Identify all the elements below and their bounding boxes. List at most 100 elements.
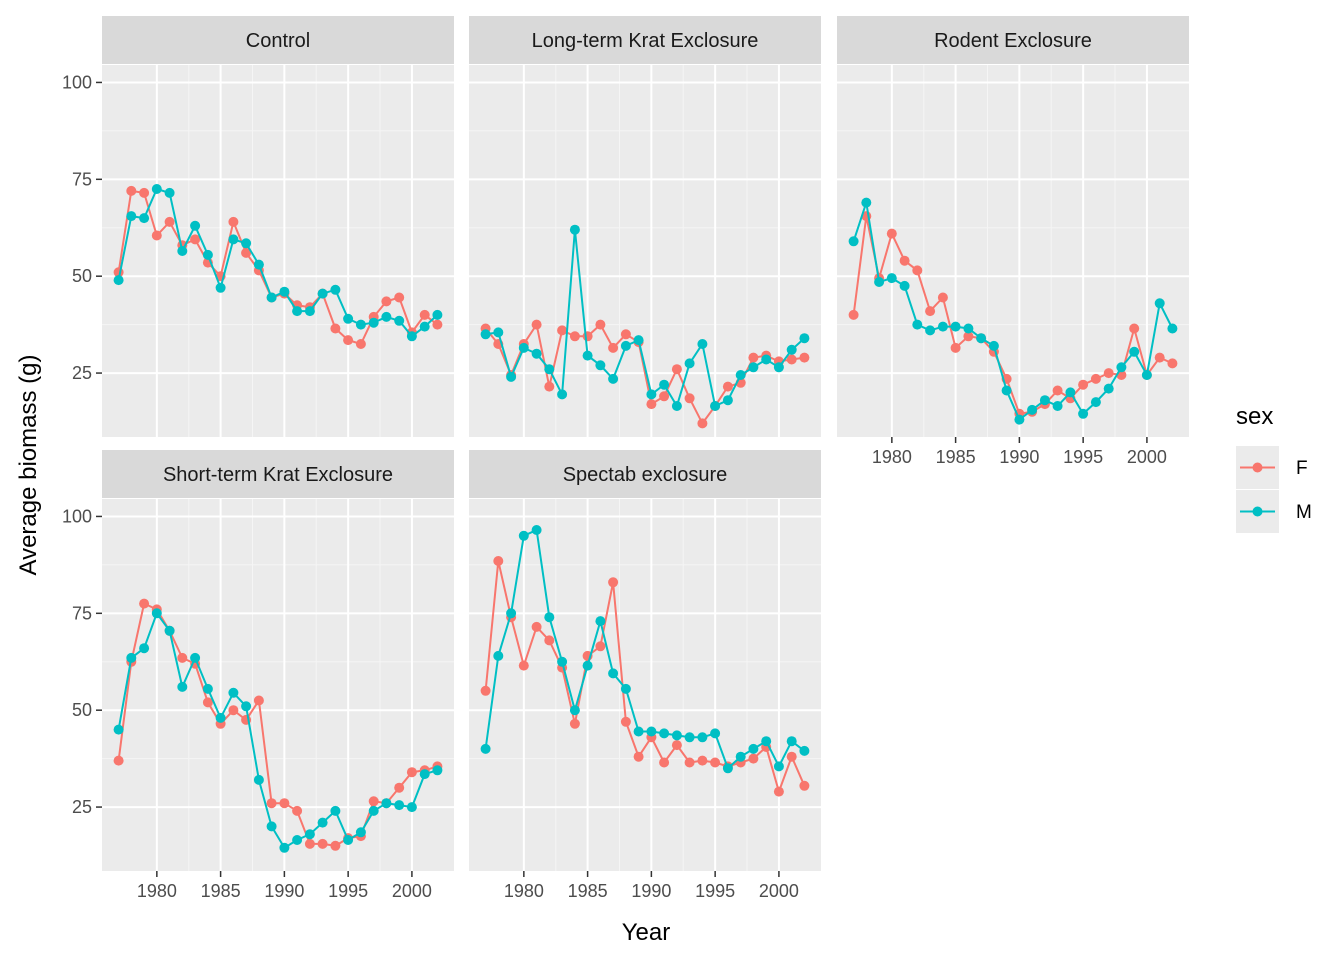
- data-point-f: [912, 265, 923, 276]
- data-point-m: [684, 732, 695, 743]
- data-point-f: [228, 705, 239, 716]
- data-point-m: [139, 643, 150, 654]
- x-tick-label: 1985: [936, 447, 976, 467]
- x-tick-label: 2000: [392, 881, 432, 901]
- data-point-f: [394, 292, 405, 303]
- data-point-f: [1078, 379, 1089, 390]
- data-point-m: [1129, 346, 1140, 357]
- data-point-m: [722, 763, 733, 774]
- data-point-f: [799, 352, 810, 363]
- data-point-m: [950, 321, 961, 332]
- data-point-m: [215, 712, 226, 723]
- data-point-f: [646, 399, 657, 410]
- data-point-m: [493, 650, 504, 661]
- data-point-m: [292, 835, 303, 845]
- data-point-f: [330, 840, 341, 851]
- data-point-f: [608, 342, 619, 353]
- data-point-m: [304, 306, 315, 317]
- data-point-f: [1052, 385, 1063, 396]
- data-point-m: [659, 379, 670, 390]
- data-point-f: [786, 751, 797, 762]
- data-point-m: [899, 280, 910, 291]
- facet-strip: [837, 16, 1189, 64]
- data-point-m: [113, 724, 124, 735]
- data-point-m: [253, 259, 264, 270]
- data-point-f: [848, 309, 859, 320]
- legend-key-point: [1252, 506, 1263, 517]
- data-point-m: [279, 286, 290, 297]
- panel-background: [837, 65, 1189, 437]
- data-point-f: [684, 393, 695, 404]
- data-point-f: [659, 391, 670, 402]
- data-point-m: [1014, 414, 1025, 425]
- data-point-f: [950, 342, 961, 353]
- data-point-f: [620, 329, 631, 340]
- data-point-m: [1078, 408, 1089, 419]
- x-tick-label: 1995: [1063, 447, 1103, 467]
- data-point-f: [266, 798, 277, 809]
- x-tick-label: 1985: [568, 881, 608, 901]
- data-point-m: [215, 282, 226, 293]
- data-point-m: [394, 800, 405, 811]
- data-point-m: [202, 683, 213, 694]
- data-point-m: [582, 660, 593, 671]
- data-point-m: [304, 829, 315, 840]
- panel-background: [102, 499, 454, 871]
- data-point-f: [406, 767, 417, 778]
- data-point-m: [126, 652, 137, 663]
- facet-title: Control: [246, 30, 310, 52]
- data-point-m: [710, 728, 721, 739]
- data-point-m: [228, 687, 239, 698]
- facet-long-term-krat-exclosure: Long-term Krat Exclosure: [469, 16, 821, 437]
- data-point-m: [646, 389, 657, 400]
- data-point-m: [1103, 383, 1114, 394]
- data-point-m: [671, 401, 682, 411]
- data-point-f: [684, 757, 695, 768]
- data-point-m: [569, 705, 580, 716]
- data-point-m: [620, 683, 631, 694]
- legend-title: sex: [1236, 403, 1273, 430]
- data-point-f: [1090, 373, 1101, 384]
- data-point-m: [493, 327, 504, 338]
- data-point-f: [671, 364, 682, 375]
- data-point-m: [1027, 404, 1038, 415]
- data-point-m: [279, 842, 290, 853]
- data-point-f: [202, 697, 213, 708]
- data-point-m: [620, 340, 631, 351]
- y-tick-label: 100: [62, 72, 92, 92]
- data-point-f: [748, 753, 759, 764]
- data-point-m: [786, 344, 797, 355]
- data-point-m: [1167, 323, 1178, 334]
- data-point-f: [253, 695, 264, 706]
- data-point-f: [937, 292, 948, 303]
- data-point-m: [633, 335, 644, 346]
- data-point-m: [710, 401, 721, 411]
- data-point-f: [671, 740, 682, 751]
- data-point-m: [151, 184, 162, 194]
- data-point-m: [886, 273, 897, 284]
- data-point-m: [343, 313, 354, 324]
- data-point-m: [381, 798, 392, 809]
- data-point-m: [518, 530, 529, 541]
- data-point-m: [177, 681, 188, 692]
- x-tick-label: 2000: [759, 881, 799, 901]
- data-point-m: [419, 769, 430, 780]
- data-point-m: [544, 612, 555, 623]
- data-point-f: [151, 230, 162, 241]
- legend-key-point: [1252, 462, 1263, 473]
- data-point-f: [317, 838, 328, 849]
- data-point-m: [1090, 397, 1101, 408]
- data-point-m: [381, 311, 392, 322]
- data-point-m: [317, 817, 328, 828]
- data-point-f: [304, 838, 315, 849]
- data-point-f: [773, 786, 784, 797]
- x-axis-title: Year: [622, 919, 671, 946]
- data-point-m: [659, 728, 670, 739]
- data-point-f: [139, 187, 150, 198]
- data-point-m: [330, 284, 341, 295]
- data-point-m: [697, 339, 708, 349]
- data-point-f: [633, 751, 644, 762]
- data-point-m: [646, 726, 657, 737]
- data-point-m: [557, 656, 568, 667]
- data-point-f: [355, 339, 366, 349]
